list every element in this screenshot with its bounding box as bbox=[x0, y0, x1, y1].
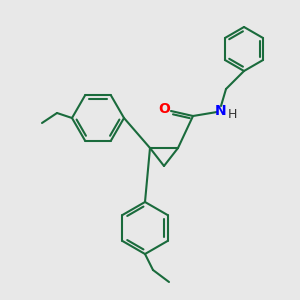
Text: H: H bbox=[227, 109, 237, 122]
Text: O: O bbox=[158, 102, 170, 116]
Text: N: N bbox=[215, 104, 227, 118]
